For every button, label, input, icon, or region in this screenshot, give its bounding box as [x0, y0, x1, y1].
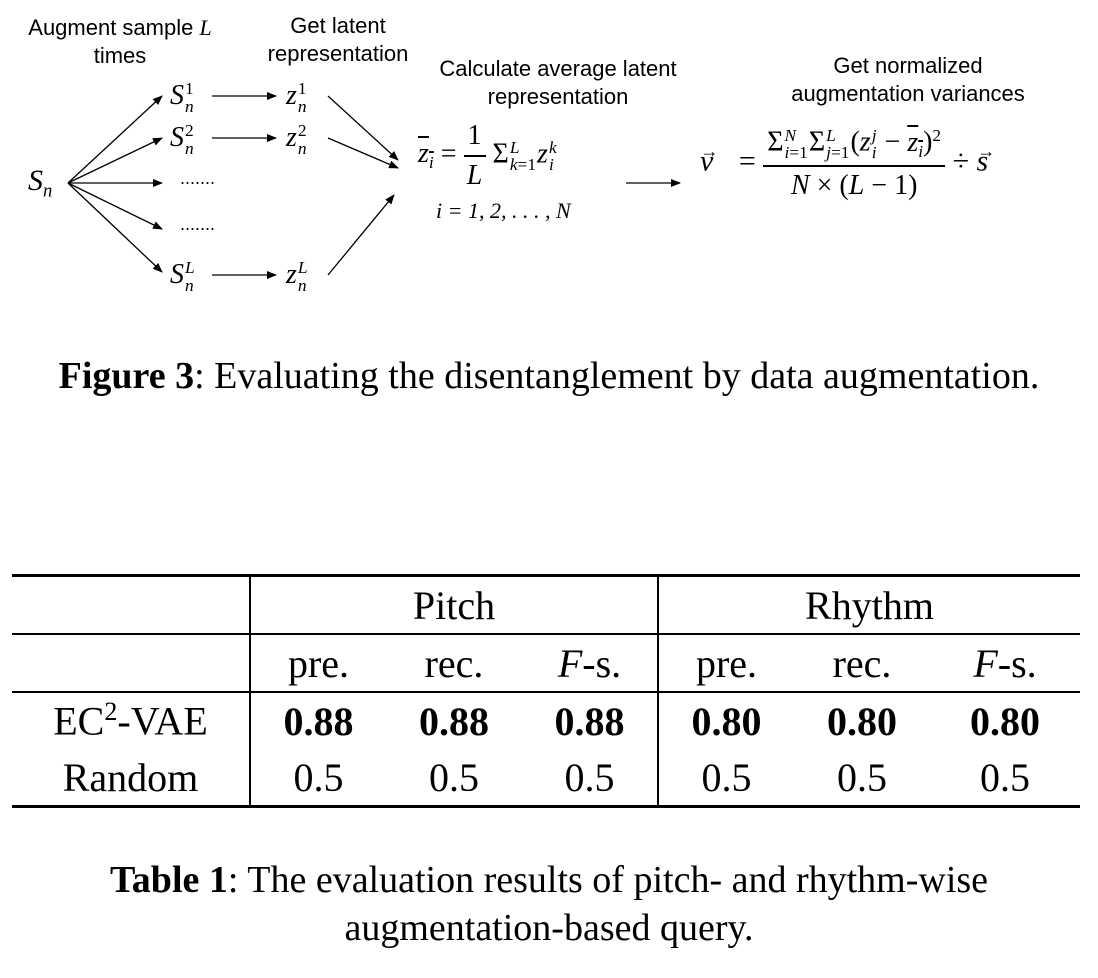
sample-node: Sn [28, 164, 53, 202]
metric-header-row: pre. rec. F-s. pre. rec. F-s. [12, 634, 1080, 692]
flow-arrows [67, 92, 681, 279]
table-cell: 0.5 [564, 754, 615, 800]
table-caption: Table 1: The evaluation results of pitch… [109, 859, 989, 949]
figure-caption: Figure 3: Evaluating the disentanglement… [58, 355, 1040, 397]
metric-recall: rec. [832, 640, 892, 686]
table-cell: 0.80 [827, 698, 897, 744]
row-label: EC2-VAE [53, 697, 208, 744]
index-range: i = 1, 2, . . . , N [436, 198, 571, 223]
group-header-row: Pitch Rhythm [12, 575, 1080, 635]
metric-precision: pre. [657, 634, 794, 692]
row-label: Random [62, 754, 199, 800]
table-cell: 0.88 [419, 698, 489, 744]
step-average-label: Calculate average latent representation [439, 56, 677, 109]
table-cell: 0.88 [554, 698, 625, 744]
group-rhythm: Rhythm [657, 575, 1080, 634]
table-row: EC2-VAE 0.88 0.88 0.88 0.80 0.80 0.80 [12, 692, 1080, 749]
step-augment-label: Augment sample L times [28, 15, 212, 68]
table-cell: 0.88 [249, 692, 386, 749]
table-cell: 0.5 [837, 754, 887, 800]
step-latent-label: Get latent representation [267, 13, 409, 66]
table-cell: 0.5 [429, 754, 479, 800]
metric-recall: rec. [424, 640, 484, 686]
metric-precision: pre. [249, 634, 386, 692]
ellipsis-1: ....... [180, 168, 216, 188]
table-cell: 0.80 [657, 692, 794, 749]
table-cell: 0.5 [657, 749, 794, 807]
results-table: Pitch Rhythm pre. rec. F-s. pre. rec. F-… [12, 574, 1080, 808]
table-cell: 0.5 [980, 754, 1030, 800]
group-pitch: Pitch [249, 575, 658, 634]
table-cell: 0.5 [249, 749, 386, 807]
metric-fscore: F-s. [973, 640, 1037, 686]
corner-cell [12, 576, 250, 635]
ellipsis-2: ....... [180, 214, 216, 234]
metric-fscore: F-s. [557, 640, 622, 686]
step-variance-label: Get normalized augmentation variances [791, 53, 1025, 106]
table-row: Random 0.5 0.5 0.5 0.5 0.5 0.5 [12, 749, 1080, 807]
table-cell: 0.80 [970, 698, 1040, 744]
